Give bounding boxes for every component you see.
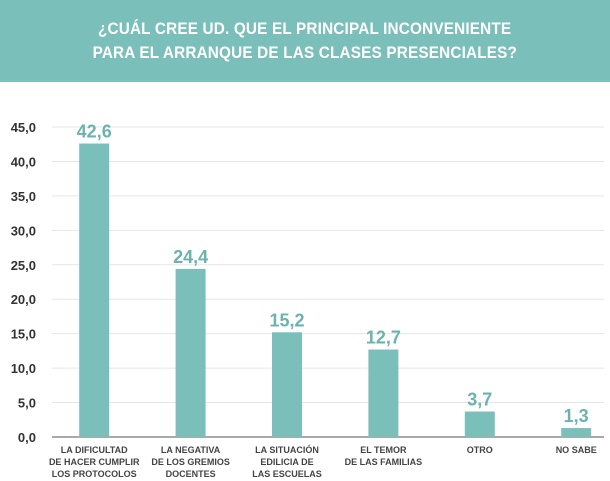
y-tick-label: 15,0: [11, 327, 36, 342]
category-label-line: DE HACER CUMPLIR: [49, 457, 140, 467]
category-label: LA SITUACIÓN EDILICIA DE LAS ESCUELAS: [252, 444, 322, 479]
category-label-line: LA SITUACIÓN: [255, 444, 319, 455]
data-label: 12,7: [366, 328, 401, 348]
bar: [272, 332, 302, 437]
chart-title-line-1: ¿CUÁL CREE UD. QUE EL PRINCIPAL INCONVEN…: [98, 19, 512, 38]
y-tick-label: 40,0: [11, 154, 36, 169]
category-label-line: DE LAS FAMILIAS: [345, 457, 423, 467]
y-tick-label: 35,0: [11, 189, 36, 204]
data-labels: 42,6 24,4 15,2 12,7 3,7 1,3: [77, 122, 589, 427]
y-tick-label: 30,0: [11, 223, 36, 238]
category-label: EL TEMOR DE LAS FAMILIAS: [345, 445, 423, 467]
category-label-line: LOS PROTOCOLOS: [52, 469, 137, 479]
chart-header: ¿CUÁL CREE UD. QUE EL PRINCIPAL INCONVEN…: [0, 0, 610, 82]
gridlines: [52, 126, 604, 404]
bar-chart: 0,0 5,0 10,0 15,0 20,0 25,0 30,0 35,0 40,0 45,0 4…: [11, 120, 604, 479]
category-label: LA DIFICULTAD DE HACER CUMPLIR LOS PROTOCO…: [49, 445, 140, 479]
category-label-line: DE LOS GREMIOS: [151, 457, 230, 467]
category-label-line: LAS ESCUELAS: [252, 469, 322, 479]
category-labels: LA DIFICULTAD DE HACER CUMPLIR LOS PROTOCO…: [49, 444, 597, 479]
category-label-line: LA NEGATIVA: [161, 445, 221, 455]
y-tick-label: 0,0: [18, 430, 36, 445]
bar: [464, 411, 495, 437]
bar: [79, 143, 110, 437]
category-label-line: EL TEMOR: [360, 445, 407, 455]
data-label: 42,6: [77, 122, 112, 142]
y-tick-label: 10,0: [11, 361, 36, 376]
bar: [561, 428, 592, 437]
category-label: NO SABE: [556, 445, 597, 455]
data-label: 3,7: [467, 390, 492, 410]
bar: [368, 349, 399, 437]
bars: [79, 143, 592, 437]
y-tick-label: 45,0: [11, 120, 36, 135]
data-label: 15,2: [269, 310, 304, 330]
y-axis: 0,0 5,0 10,0 15,0 20,0 25,0 30,0 35,0 40,0 45,0: [11, 120, 604, 445]
category-label-line: DOCENTES: [166, 469, 216, 479]
chart-title-line-2: PARA EL ARRANQUE DE LAS CLASES PRESENCIA…: [92, 43, 518, 62]
category-label: OTRO: [467, 445, 493, 455]
y-tick-label: 20,0: [11, 292, 36, 307]
category-label: LA NEGATIVA DE LOS GREMIOS DOCENTES: [151, 445, 230, 479]
y-tick-label: 5,0: [18, 396, 36, 411]
category-label-line: NO SABE: [556, 445, 597, 455]
bar: [175, 268, 206, 437]
data-label: 24,4: [173, 247, 208, 267]
y-tick-label: 25,0: [11, 258, 36, 273]
category-label-line: LA DIFICULTAD: [61, 445, 128, 455]
data-label: 1,3: [564, 406, 589, 426]
category-label-line: EDILICIA DE: [260, 457, 313, 467]
category-label-line: OTRO: [467, 445, 493, 455]
